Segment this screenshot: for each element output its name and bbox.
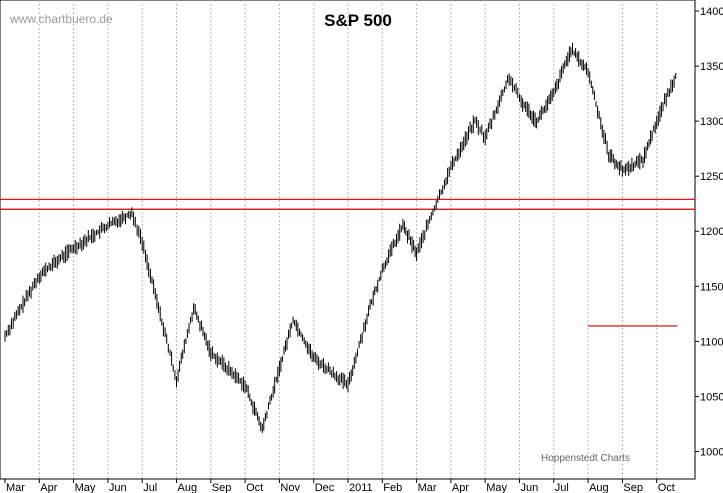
plot-area [0,0,696,480]
x-tick-label: Oct [658,482,675,493]
credit-text: Hoppenstedt Charts [541,453,630,464]
x-axis: Mar Apr May Jun Jul Aug Sep Oct Nov Dec 2011 Feb Mar… [4,479,675,493]
y-tick-label: 1150 [700,281,723,293]
y-tick-label: 1200 [700,226,723,238]
y-tick-label: 1000 [700,446,723,458]
x-tick-label: 2011 [349,482,373,493]
watermark-text: www.chartbuero.de [9,12,113,26]
chart-title: S&P 500 [324,11,392,30]
price-bars [4,42,677,433]
y-axis: 1000 1050 1100 1150 1200 1250 1300 1350 1400 [695,6,723,458]
y-tick-label: 1250 [700,171,723,183]
x-tick-label: May [75,482,96,493]
x-tick-label: Aug [178,482,198,493]
x-tick-label: Oct [246,482,263,493]
series-layer [4,42,677,433]
x-tick-label: Feb [383,482,402,493]
y-tick-label: 1350 [700,61,723,73]
x-tick-label: Jun [109,482,127,493]
x-tick-label: Apr [40,482,57,493]
x-tick-label: Aug [589,482,609,493]
y-tick-label: 1050 [700,391,723,403]
x-tick-label: Sep [623,482,643,493]
x-tick-label: Sep [212,482,232,493]
x-tick-label: Jul [143,482,157,493]
x-tick-label: May [486,482,507,493]
x-tick-label: Jun [521,482,539,493]
x-tick-label: Mar [6,482,25,493]
reference-lines [0,198,695,327]
x-tick-label: Nov [280,482,300,493]
y-tick-label: 1100 [700,336,723,348]
x-tick-label: Apr [452,482,469,493]
x-tick-label: Mar [418,482,437,493]
x-tick-label: Jul [555,482,569,493]
y-tick-label: 1400 [700,6,723,18]
y-tick-label: 1300 [700,116,723,128]
x-tick-label: Dec [315,482,335,493]
